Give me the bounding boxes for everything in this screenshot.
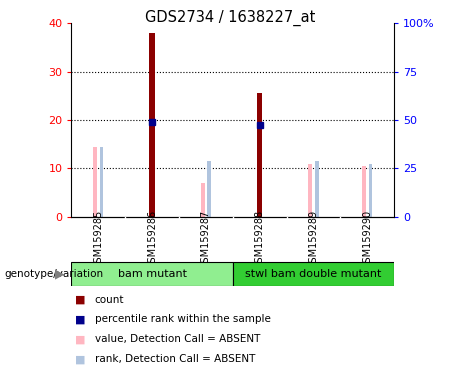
- Text: bam mutant: bam mutant: [118, 268, 187, 279]
- Text: stwl bam double mutant: stwl bam double mutant: [245, 268, 382, 279]
- Bar: [315, 161, 319, 217]
- Text: value, Detection Call = ABSENT: value, Detection Call = ABSENT: [95, 334, 260, 344]
- Bar: [100, 147, 103, 217]
- Text: count: count: [95, 295, 124, 305]
- Text: rank, Detection Call = ABSENT: rank, Detection Call = ABSENT: [95, 354, 255, 364]
- Text: GSM159289: GSM159289: [308, 210, 319, 268]
- Bar: [149, 33, 155, 217]
- Bar: [207, 161, 211, 217]
- Bar: [362, 166, 366, 217]
- Text: ▶: ▶: [55, 267, 65, 280]
- Bar: [369, 164, 372, 217]
- Bar: [233, 262, 394, 286]
- Text: ■: ■: [76, 314, 86, 324]
- Bar: [257, 93, 262, 217]
- Text: GSM159286: GSM159286: [147, 210, 157, 268]
- Bar: [71, 262, 233, 286]
- Bar: [93, 147, 97, 217]
- Text: ■: ■: [76, 354, 86, 364]
- Text: GSM159288: GSM159288: [254, 210, 265, 268]
- Text: ■: ■: [76, 295, 86, 305]
- Text: GSM159285: GSM159285: [93, 209, 103, 269]
- Text: GDS2734 / 1638227_at: GDS2734 / 1638227_at: [145, 10, 316, 26]
- Bar: [201, 183, 205, 217]
- Text: ■: ■: [76, 334, 86, 344]
- Bar: [308, 164, 312, 217]
- Text: percentile rank within the sample: percentile rank within the sample: [95, 314, 271, 324]
- Text: GSM159287: GSM159287: [201, 209, 211, 269]
- Text: genotype/variation: genotype/variation: [5, 268, 104, 279]
- Text: GSM159290: GSM159290: [362, 210, 372, 268]
